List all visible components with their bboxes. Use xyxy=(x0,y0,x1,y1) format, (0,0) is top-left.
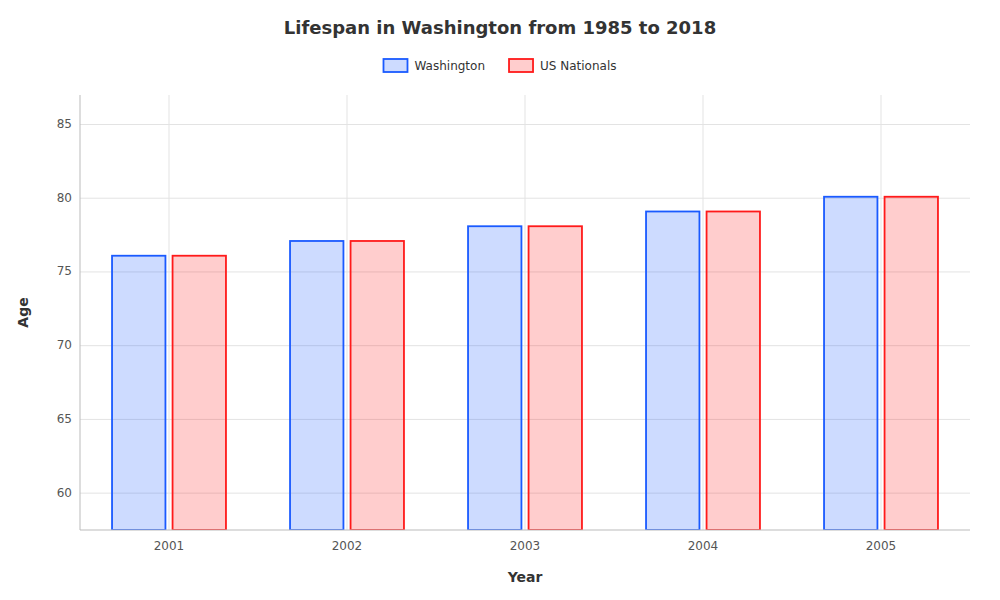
y-axis-label: Age xyxy=(15,297,31,327)
background xyxy=(0,0,1000,600)
x-grid-line xyxy=(881,95,882,530)
bar xyxy=(885,197,938,530)
chart: 60 65 70 75 80 85 2001 2002 2003 2004 2005 Year Age L… xyxy=(0,0,1000,600)
x-grid-line xyxy=(703,95,704,530)
x-grid-line xyxy=(347,95,348,530)
title: Lifespan in Washington from 1985 to 2018 xyxy=(284,17,716,38)
bar xyxy=(529,226,582,530)
bar xyxy=(468,226,521,530)
x-axis-line xyxy=(80,530,970,531)
x-grid-line xyxy=(169,95,170,530)
x-grid-line xyxy=(525,95,526,530)
legend-label: US Nationals xyxy=(540,59,616,73)
x-tick-label: 2001 xyxy=(154,539,185,553)
x-tick-label: 2004 xyxy=(688,539,719,553)
bar xyxy=(112,256,165,530)
bar xyxy=(824,197,877,530)
bar xyxy=(351,241,404,530)
x-tick-label: 2002 xyxy=(332,539,363,553)
legend-item: US Nationals xyxy=(509,59,616,73)
legend-swatch xyxy=(383,59,407,72)
y-tick-label: 60 xyxy=(57,486,72,500)
chart-container: 60 65 70 75 80 85 2001 2002 2003 2004 2005 Year Age L… xyxy=(0,0,1000,600)
x-axis-label: Year xyxy=(507,569,543,585)
x-tick-label: 2003 xyxy=(510,539,541,553)
y-tick-label: 70 xyxy=(57,338,72,352)
y-tick-label: 85 xyxy=(57,117,72,131)
legend: Washington US Nationals xyxy=(383,59,616,73)
bar xyxy=(173,256,226,530)
y-tick-label: 75 xyxy=(57,264,72,278)
x-tick-label: 2005 xyxy=(866,539,897,553)
legend-label: Washington xyxy=(414,59,485,73)
bar xyxy=(646,211,699,530)
axes: 60 65 70 75 80 85 2001 2002 2003 2004 2005 xyxy=(57,95,970,553)
y-axis-line xyxy=(80,95,81,530)
bar xyxy=(290,241,343,530)
legend-swatch xyxy=(509,59,533,72)
bar xyxy=(707,211,760,530)
grid xyxy=(80,95,970,530)
y-tick-label: 80 xyxy=(57,191,72,205)
bars xyxy=(112,197,938,530)
legend-item: Washington xyxy=(383,59,485,73)
y-tick-label: 65 xyxy=(57,412,72,426)
